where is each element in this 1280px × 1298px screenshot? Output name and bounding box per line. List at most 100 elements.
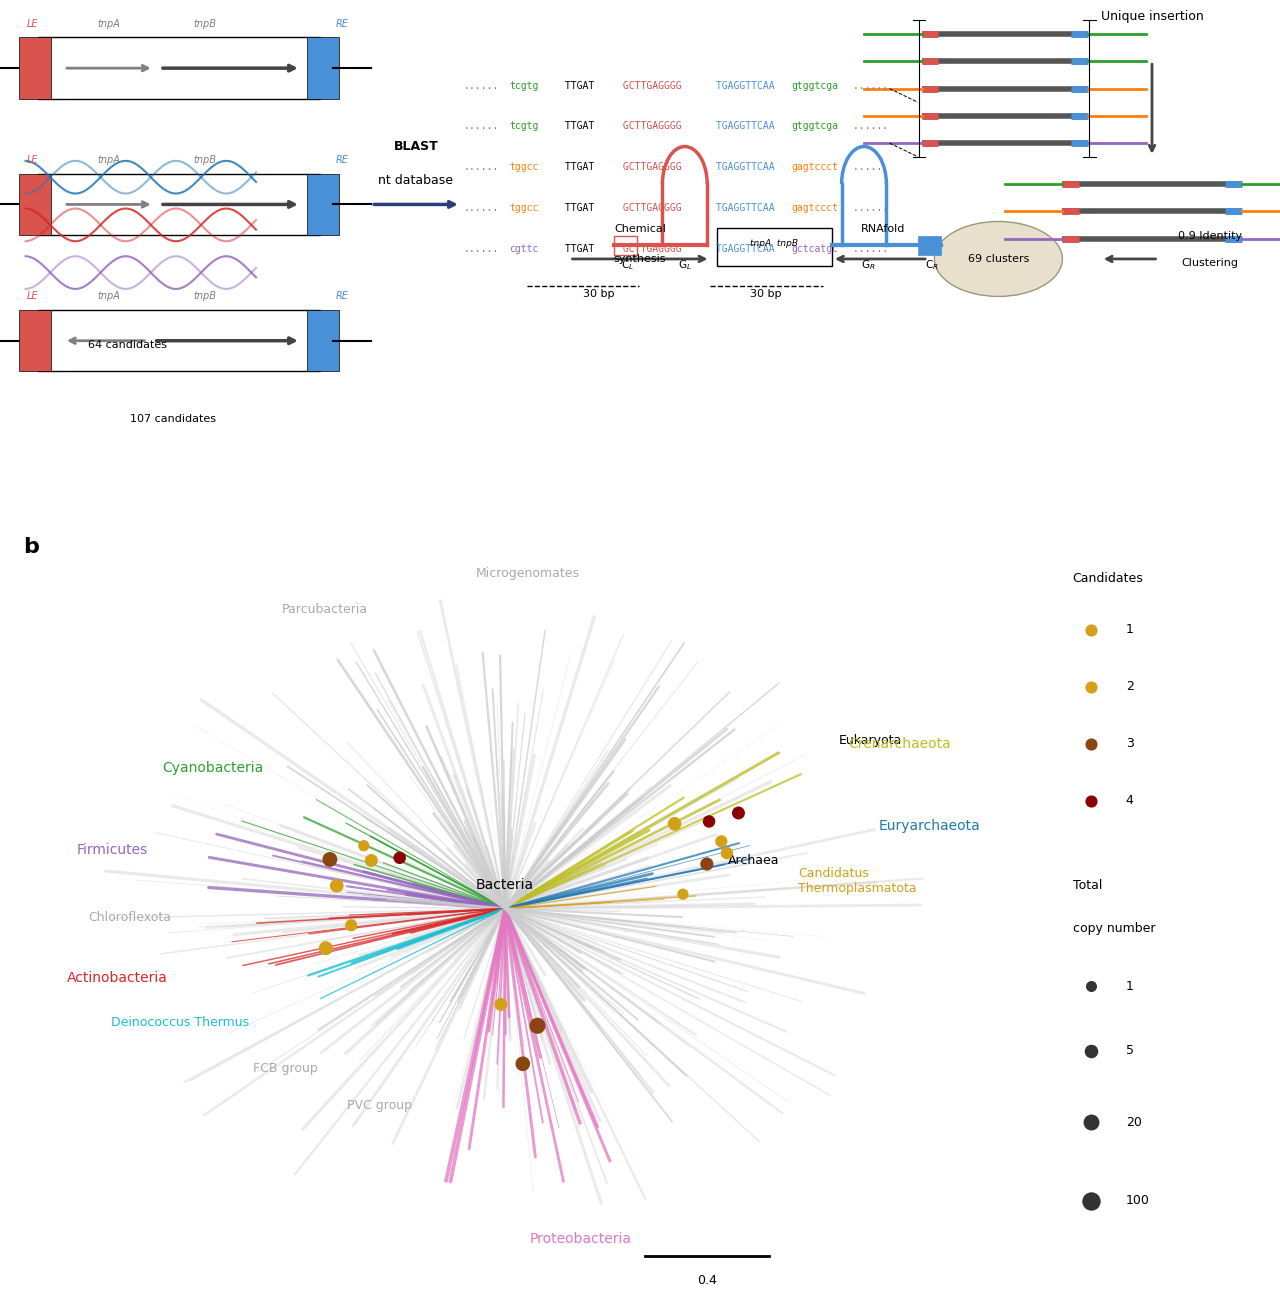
Text: TGAGGTTCAA: TGAGGTTCAA (710, 162, 781, 173)
Text: C$_L$: C$_L$ (621, 258, 634, 273)
Text: 64 candidates: 64 candidates (88, 340, 168, 349)
Text: TTGAT: TTGAT (559, 244, 595, 254)
FancyBboxPatch shape (38, 174, 320, 235)
FancyBboxPatch shape (19, 174, 51, 235)
Text: Cyanobacteria: Cyanobacteria (163, 761, 264, 775)
Point (326, 875, 347, 896)
Text: gagtccct: gagtccct (791, 204, 838, 213)
Text: Actinobacteria: Actinobacteria (67, 971, 168, 985)
Text: 69 clusters: 69 clusters (968, 254, 1029, 263)
Text: tcgtg: tcgtg (509, 80, 539, 91)
Text: LE: LE (27, 291, 37, 301)
Text: Eukaryota: Eukaryota (838, 735, 902, 748)
Text: LE: LE (27, 154, 37, 165)
Text: tggcc: tggcc (509, 162, 539, 173)
Point (527, 1015, 548, 1036)
Point (1080, 676, 1101, 697)
FancyBboxPatch shape (38, 310, 320, 371)
Text: LE: LE (27, 18, 37, 29)
Text: Parcubacteria: Parcubacteria (282, 604, 367, 617)
Point (712, 831, 732, 851)
Text: Bacteria: Bacteria (476, 877, 534, 892)
Text: synthesis: synthesis (613, 253, 667, 263)
FancyBboxPatch shape (19, 38, 51, 99)
Point (316, 938, 337, 959)
Text: TTGAT: TTGAT (559, 122, 595, 131)
FancyBboxPatch shape (918, 236, 941, 254)
Ellipse shape (934, 222, 1062, 296)
FancyBboxPatch shape (38, 38, 320, 99)
Text: ......: ...... (463, 80, 499, 91)
Text: tcgtg: tcgtg (509, 122, 539, 131)
Text: 0.4: 0.4 (698, 1275, 717, 1288)
FancyBboxPatch shape (307, 38, 339, 99)
Text: ......: ...... (847, 204, 888, 213)
Text: FCB group: FCB group (253, 1062, 317, 1075)
Point (699, 811, 719, 832)
Point (1080, 619, 1101, 640)
Text: G$_R$: G$_R$ (860, 258, 876, 273)
Text: tnpA  tnpB: tnpA tnpB (750, 239, 799, 248)
Text: tnpA: tnpA (97, 154, 120, 165)
Point (389, 848, 410, 868)
Text: TTGAT: TTGAT (559, 162, 595, 173)
Text: 20: 20 (1125, 1115, 1142, 1129)
Point (1080, 976, 1101, 997)
Text: TTGAT: TTGAT (559, 80, 595, 91)
Text: tggcc: tggcc (509, 204, 539, 213)
Text: Candidatus
Thermoplasmatota: Candidatus Thermoplasmatota (799, 867, 916, 894)
Text: cgttc: cgttc (509, 244, 539, 254)
Text: 100: 100 (1125, 1194, 1149, 1207)
FancyBboxPatch shape (614, 236, 637, 254)
Text: TGAGGTTCAA: TGAGGTTCAA (710, 244, 781, 254)
Text: 30 bp: 30 bp (584, 289, 614, 299)
Point (1080, 1041, 1101, 1062)
Text: Crenarchaeota: Crenarchaeota (847, 736, 951, 750)
Text: C$_R$: C$_R$ (925, 258, 938, 273)
Text: GCTTGAGGGG: GCTTGAGGGG (617, 80, 681, 91)
Text: Unique insertion: Unique insertion (1101, 10, 1203, 23)
Text: RNAfold: RNAfold (861, 223, 905, 234)
Text: ......: ...... (463, 244, 499, 254)
FancyBboxPatch shape (307, 174, 339, 235)
Text: nt database: nt database (379, 174, 453, 187)
Text: TGAGGTTCAA: TGAGGTTCAA (710, 204, 781, 213)
Text: 2: 2 (1125, 680, 1134, 693)
Point (320, 849, 340, 870)
Text: 5: 5 (1125, 1044, 1134, 1058)
Point (717, 842, 737, 863)
Point (490, 994, 511, 1015)
Text: Chemical: Chemical (614, 223, 666, 234)
Text: GCTTGAGGGG: GCTTGAGGGG (617, 122, 681, 131)
Text: Firmicutes: Firmicutes (77, 844, 148, 857)
Text: 107 candidates: 107 candidates (129, 414, 216, 424)
Text: tnpB: tnpB (193, 154, 216, 165)
Text: tnpA: tnpA (97, 18, 120, 29)
Text: gagtccct: gagtccct (791, 162, 838, 173)
Text: RE: RE (335, 18, 348, 29)
Text: gctcatgc: gctcatgc (791, 244, 838, 254)
Text: ......: ...... (463, 122, 499, 131)
Text: 0.9 Identity: 0.9 Identity (1178, 231, 1242, 240)
Text: Euryarchaeota: Euryarchaeota (878, 819, 980, 833)
Text: BLAST: BLAST (394, 140, 438, 153)
Point (1080, 733, 1101, 754)
Text: Candidates: Candidates (1073, 572, 1143, 585)
Text: 1: 1 (1125, 623, 1134, 636)
Text: TTGAT: TTGAT (559, 204, 595, 213)
Text: tnpA: tnpA (97, 291, 120, 301)
Text: Clustering: Clustering (1181, 258, 1238, 267)
Text: TGAGGTTCAA: TGAGGTTCAA (710, 122, 781, 131)
Point (1080, 1190, 1101, 1211)
Text: 4: 4 (1125, 794, 1134, 807)
Point (673, 884, 694, 905)
FancyBboxPatch shape (717, 227, 832, 266)
Text: gtggtcga: gtggtcga (791, 80, 838, 91)
Text: Deinococcus Thermus: Deinococcus Thermus (111, 1016, 250, 1029)
Point (340, 915, 361, 936)
Text: Microgenomates: Microgenomates (476, 567, 580, 580)
Text: Total: Total (1073, 880, 1102, 893)
Text: TGAGGTTCAA: TGAGGTTCAA (710, 80, 781, 91)
FancyBboxPatch shape (307, 310, 339, 371)
Text: gtggtcga: gtggtcga (791, 122, 838, 131)
